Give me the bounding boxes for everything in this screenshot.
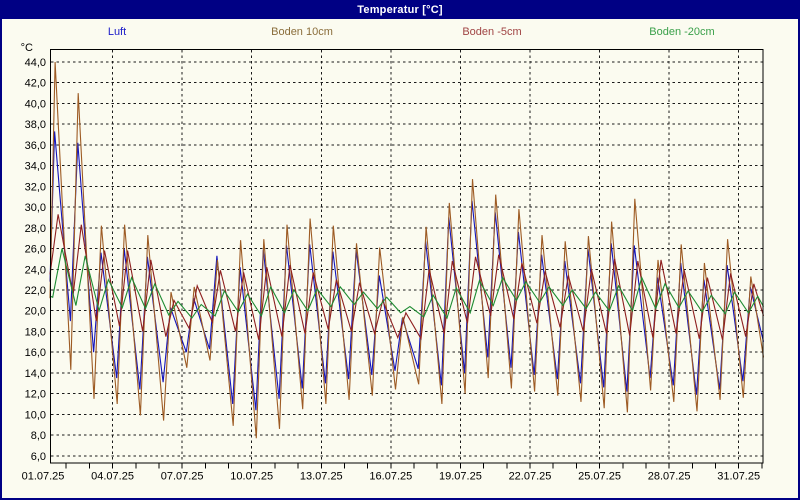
svg-text:40,0: 40,0	[25, 98, 46, 110]
svg-text:32,0: 32,0	[25, 181, 46, 193]
svg-text:8,0: 8,0	[31, 430, 46, 442]
svg-text:38,0: 38,0	[25, 119, 46, 131]
svg-text:30,0: 30,0	[25, 202, 46, 214]
svg-text:22,0: 22,0	[25, 285, 46, 297]
svg-text:14,0: 14,0	[25, 368, 46, 380]
svg-text:6,0: 6,0	[31, 451, 46, 463]
svg-text:07.07.25: 07.07.25	[161, 471, 204, 483]
svg-text:36,0: 36,0	[25, 140, 46, 152]
title-bar: Temperatur [°C]	[2, 2, 798, 19]
svg-text:44,0: 44,0	[25, 57, 46, 69]
svg-text:18,0: 18,0	[25, 326, 46, 338]
chart-title: Temperatur [°C]	[357, 4, 443, 16]
svg-text:34,0: 34,0	[25, 161, 46, 173]
svg-text:16,0: 16,0	[25, 347, 46, 359]
svg-text:22.07.25: 22.07.25	[509, 471, 552, 483]
svg-text:31.07.25: 31.07.25	[717, 471, 760, 483]
svg-text:26,0: 26,0	[25, 244, 46, 256]
svg-text:04.07.25: 04.07.25	[91, 471, 134, 483]
svg-text:28,0: 28,0	[25, 223, 46, 235]
svg-text:24,0: 24,0	[25, 264, 46, 276]
svg-text:10,0: 10,0	[25, 409, 46, 421]
svg-text:°C: °C	[21, 42, 33, 54]
svg-text:28.07.25: 28.07.25	[648, 471, 691, 483]
svg-text:10.07.25: 10.07.25	[230, 471, 273, 483]
svg-text:42,0: 42,0	[25, 78, 46, 90]
svg-text:20,0: 20,0	[25, 306, 46, 318]
svg-text:01.07.25: 01.07.25	[22, 471, 65, 483]
svg-text:12,0: 12,0	[25, 389, 46, 401]
svg-text:19.07.25: 19.07.25	[439, 471, 482, 483]
svg-text:13.07.25: 13.07.25	[300, 471, 343, 483]
svg-text:25.07.25: 25.07.25	[578, 471, 621, 483]
svg-text:16.07.25: 16.07.25	[369, 471, 412, 483]
